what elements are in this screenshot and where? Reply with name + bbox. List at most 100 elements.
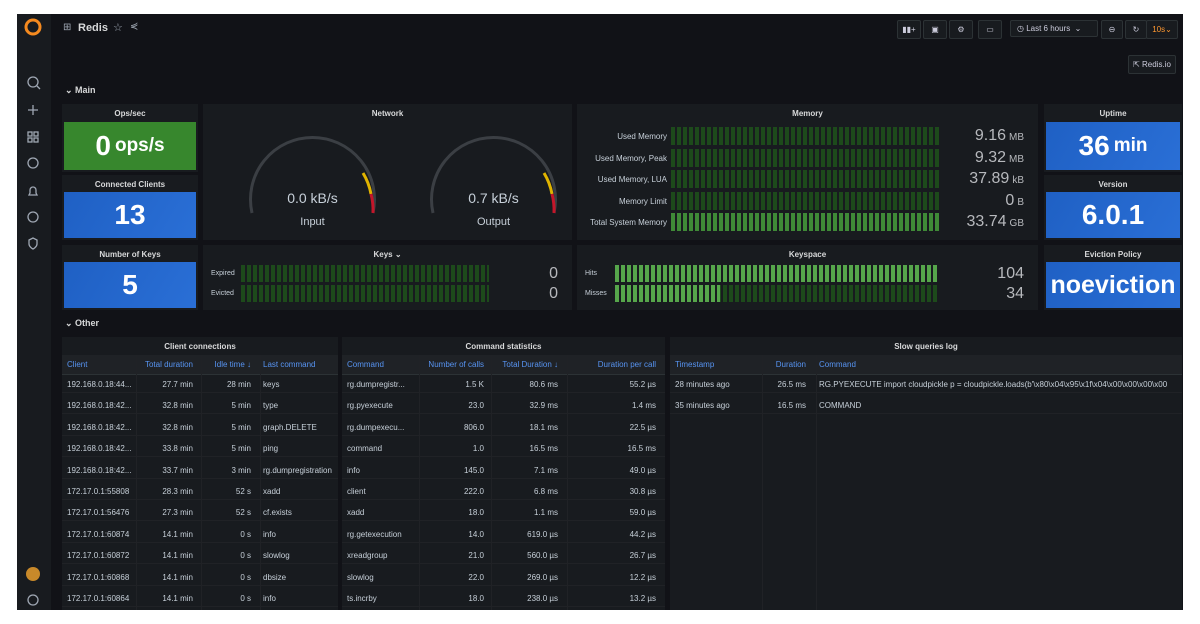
table-cell: 0 s	[204, 573, 251, 582]
settings-button[interactable]: ⚙	[949, 20, 973, 39]
table-cell: 23.0	[422, 401, 484, 410]
table-cell: 33.7 min	[139, 466, 193, 475]
table-cell: 55.2 µs	[570, 380, 656, 389]
gauge-label: Input	[252, 216, 373, 228]
row-label: Used Memory, LUA	[598, 175, 667, 184]
dashboard-title[interactable]: Redis	[78, 22, 108, 34]
table-cell: 172.17.0.1:60874	[67, 530, 135, 539]
table-cell: 3 min	[204, 466, 251, 475]
save-button[interactable]: ▣	[923, 20, 947, 39]
table-row	[62, 413, 338, 414]
bar-gauge	[615, 285, 937, 302]
stat-value: 5	[64, 262, 196, 308]
table-row	[342, 499, 665, 500]
table-cell: ts.incrby	[347, 594, 411, 603]
bar-fill	[615, 265, 937, 282]
row-label: Evicted	[211, 290, 234, 297]
table-cell: 22.0	[422, 573, 484, 582]
refresh-interval[interactable]: 10s⌄	[1146, 20, 1178, 39]
table-cell: 806.0	[422, 423, 484, 432]
column-divider	[491, 355, 492, 610]
table-cell: slowlog	[263, 551, 334, 560]
value: 13	[114, 199, 145, 231]
table-row	[342, 456, 665, 457]
table-cell: 52 s	[204, 508, 251, 517]
star-icon[interactable]: ☆	[113, 21, 123, 34]
table-cell: 560.0 µs	[494, 551, 558, 560]
table-panel: Command statisticsCommandNumber of calls…	[342, 337, 665, 610]
value: 9.32	[975, 149, 1006, 166]
zoom-out-button[interactable]: ⊖	[1101, 20, 1123, 39]
table-row	[342, 520, 665, 521]
column-header: Duration per call	[570, 360, 656, 369]
table-cell: 14.0	[422, 530, 484, 539]
table-cell: 172.17.0.1:60868	[67, 573, 135, 582]
stat-panel: Ops/sec0ops/s	[62, 104, 198, 172]
dash-icon: ⊞	[63, 22, 71, 33]
refresh-button[interactable]: ↻	[1125, 20, 1147, 39]
table-row	[342, 542, 665, 543]
table-panel: Client connectionsClientTotal durationId…	[62, 337, 338, 610]
table-cell: info	[263, 530, 334, 539]
table-cell: 5 min	[204, 423, 251, 432]
table-cell: 27.7 min	[139, 380, 193, 389]
table-cell: 238.0 µs	[494, 594, 558, 603]
stat-value: noeviction	[1046, 262, 1180, 308]
table-cell: 1.1 ms	[494, 508, 558, 517]
redis-link[interactable]: ⇱ Redis.io	[1128, 55, 1176, 74]
row-value: 37.89kB	[969, 170, 1024, 188]
panel-title: Slow queries log	[670, 342, 1182, 351]
table-cell: 1.4 ms	[570, 401, 656, 410]
table-cell: 14.1 min	[139, 530, 193, 539]
tv-button[interactable]: ▭	[978, 20, 1002, 39]
stat-value: 36min	[1046, 122, 1180, 170]
bar-gauge	[671, 213, 941, 231]
table-row	[62, 606, 338, 607]
bar-gauge	[241, 265, 489, 282]
row-value: 0B	[1005, 192, 1024, 210]
row-title[interactable]: ⌄ Main	[65, 85, 96, 96]
panel-title: Number of Keys	[62, 250, 198, 259]
unit: ops/s	[115, 135, 165, 157]
table-cell: 28.3 min	[139, 487, 193, 496]
row-title[interactable]: ⌄ Other	[65, 318, 99, 329]
table-cell: 44.2 µs	[570, 530, 656, 539]
unit: MB	[1009, 132, 1024, 143]
stat-value: 0ops/s	[64, 122, 196, 170]
row-value: 33.74GB	[967, 213, 1025, 231]
table-row	[342, 435, 665, 436]
table-cell: 22.5 µs	[570, 423, 656, 432]
table-row	[62, 478, 338, 479]
title-text: Keys	[373, 250, 392, 259]
table-cell: 27.3 min	[139, 508, 193, 517]
column-header: Total duration	[139, 360, 193, 369]
table-cell: info	[263, 594, 334, 603]
table-cell: 0 s	[204, 551, 251, 560]
bar-fill	[615, 285, 720, 302]
bar-gauge	[671, 192, 941, 210]
value: noeviction	[1050, 271, 1175, 300]
column-header: Command	[819, 360, 1178, 369]
row-name: Main	[75, 85, 96, 95]
time-picker[interactable]: ◷ Last 6 hours ⌄	[1010, 20, 1098, 37]
add-panel-button[interactable]: ▮▮+	[897, 20, 921, 39]
bar-gauge	[241, 285, 489, 302]
table-cell: COMMAND	[819, 401, 1178, 410]
table-row	[62, 456, 338, 457]
table-cell: rg.dumpregistr...	[347, 380, 411, 389]
column-header: Number of calls	[422, 360, 484, 369]
table-cell: 16.5 ms	[765, 401, 806, 410]
avatar[interactable]	[26, 567, 40, 581]
share-icon[interactable]: ⋞	[130, 21, 138, 32]
stat-panel: Uptime36min	[1044, 104, 1182, 172]
bar-gauge	[671, 149, 941, 167]
panel-title: Command statistics	[342, 342, 665, 351]
table-cell: ping	[263, 444, 334, 453]
column-divider	[260, 355, 261, 610]
keys-panel: Keys ⌄Expired0Evicted0	[203, 245, 572, 310]
column-divider	[816, 355, 817, 610]
row-label: Used Memory	[617, 132, 667, 141]
row-value: 9.16MB	[975, 127, 1024, 145]
table-row	[62, 585, 338, 586]
